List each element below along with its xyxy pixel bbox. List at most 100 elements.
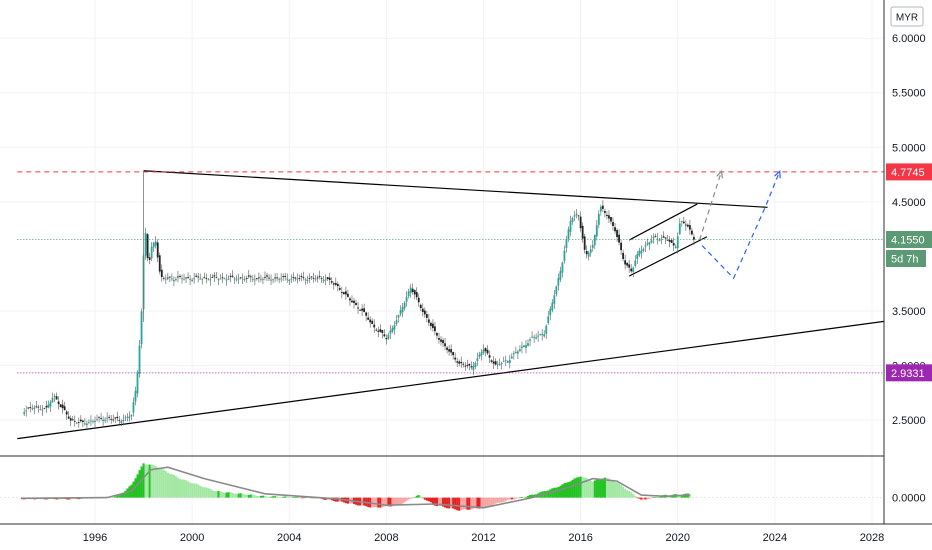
candle-body [549, 308, 552, 316]
candle-body [156, 242, 159, 258]
resistance-line[interactable] [143, 170, 768, 208]
histogram-bar [618, 483, 621, 498]
histogram-bar [474, 497, 477, 509]
histogram-bar [605, 477, 609, 498]
candle-body [266, 275, 268, 277]
candle-body [166, 277, 169, 279]
support-line[interactable] [17, 320, 885, 440]
histogram-bar [239, 493, 242, 498]
candle-body [401, 307, 404, 313]
candle-body [338, 288, 341, 290]
histogram-bar [415, 495, 418, 498]
candle-body [98, 416, 100, 418]
candle-body [646, 243, 649, 245]
countdown-tag-label: 5d 7h [891, 254, 919, 266]
histogram-bar [510, 497, 513, 500]
candle-body [41, 409, 44, 411]
histogram-bar [114, 496, 117, 498]
x-axis-labels: 1996 2000 2004 2008 2012 2016 2020 2024 2028 [83, 532, 884, 544]
candle-body [288, 279, 291, 282]
candle-body [191, 279, 194, 281]
candle-body [684, 224, 687, 226]
candle-body [357, 307, 359, 309]
candle-body [411, 288, 414, 292]
candle-body [385, 337, 388, 340]
candle-body [239, 277, 242, 279]
candle-body [306, 279, 309, 281]
candle-body [181, 278, 183, 280]
histogram-bar [431, 497, 435, 504]
candle-body [86, 423, 88, 426]
histogram-bar [413, 497, 416, 498]
histogram-bar [583, 477, 586, 498]
x-tick-label: 2016 [568, 532, 592, 544]
histogram-bar [160, 468, 163, 498]
candle-body [563, 250, 566, 261]
histogram-bar [181, 479, 184, 498]
candle-body [432, 323, 434, 329]
projection-bullish[interactable] [699, 171, 723, 241]
candle-body [450, 349, 453, 353]
candle-body [336, 284, 339, 287]
x-tick-label: 2012 [471, 532, 495, 544]
candle-body [75, 422, 78, 424]
histogram-bar [185, 480, 188, 498]
candle-body [533, 336, 535, 338]
histogram-bar [630, 492, 633, 498]
candle-body [454, 357, 457, 360]
candle-body [680, 221, 683, 222]
candle-body [521, 346, 523, 348]
histogram-bar [614, 481, 617, 498]
candle-body [484, 347, 487, 352]
histogram-bar [573, 478, 576, 498]
histogram-bar [217, 490, 220, 498]
histogram-bar [261, 495, 265, 498]
channel-lower[interactable] [628, 236, 708, 277]
histogram-bar [553, 487, 556, 498]
candle-body [284, 275, 287, 277]
candle-body [616, 230, 618, 238]
histogram-bar [213, 490, 216, 498]
candle-body [27, 407, 30, 409]
candle-body [478, 354, 481, 357]
histogram-bar [563, 483, 566, 498]
candle-body [381, 330, 384, 333]
grid-lines [0, 0, 884, 524]
candle-body [691, 230, 693, 235]
histogram-bar [490, 497, 493, 506]
candle-body [150, 246, 153, 259]
candle-body [638, 250, 641, 256]
histogram-bar [571, 479, 574, 498]
candle-body [257, 277, 260, 279]
histogram-bar [399, 497, 402, 505]
histogram-bar [454, 497, 457, 510]
candle-body [71, 419, 74, 421]
projection-paths [699, 169, 781, 280]
projection-bearish[interactable] [701, 171, 781, 280]
histogram-bar [199, 485, 202, 498]
candle-body [126, 416, 129, 418]
candle-body [118, 419, 121, 421]
histogram-bar [294, 496, 297, 498]
candle-body [626, 262, 629, 266]
candle-body [508, 359, 511, 363]
histogram-bar [290, 497, 293, 499]
candle-body [468, 363, 471, 366]
histogram-bar [644, 497, 647, 500]
candle-body [61, 404, 64, 409]
histogram-bar [468, 497, 471, 510]
histogram-bar [409, 497, 412, 499]
channel-upper[interactable] [628, 203, 698, 241]
candle-body [510, 356, 513, 359]
candle-body [383, 334, 386, 337]
histogram-bar [531, 494, 534, 498]
candle-body [92, 420, 94, 422]
currency-badge[interactable]: MYR [890, 6, 924, 27]
candle-body [407, 291, 410, 297]
overlay-lines [17, 170, 885, 440]
histogram-bar [401, 497, 404, 504]
candle-body [355, 302, 357, 306]
candle-body [237, 278, 240, 280]
candle-body [593, 234, 596, 246]
